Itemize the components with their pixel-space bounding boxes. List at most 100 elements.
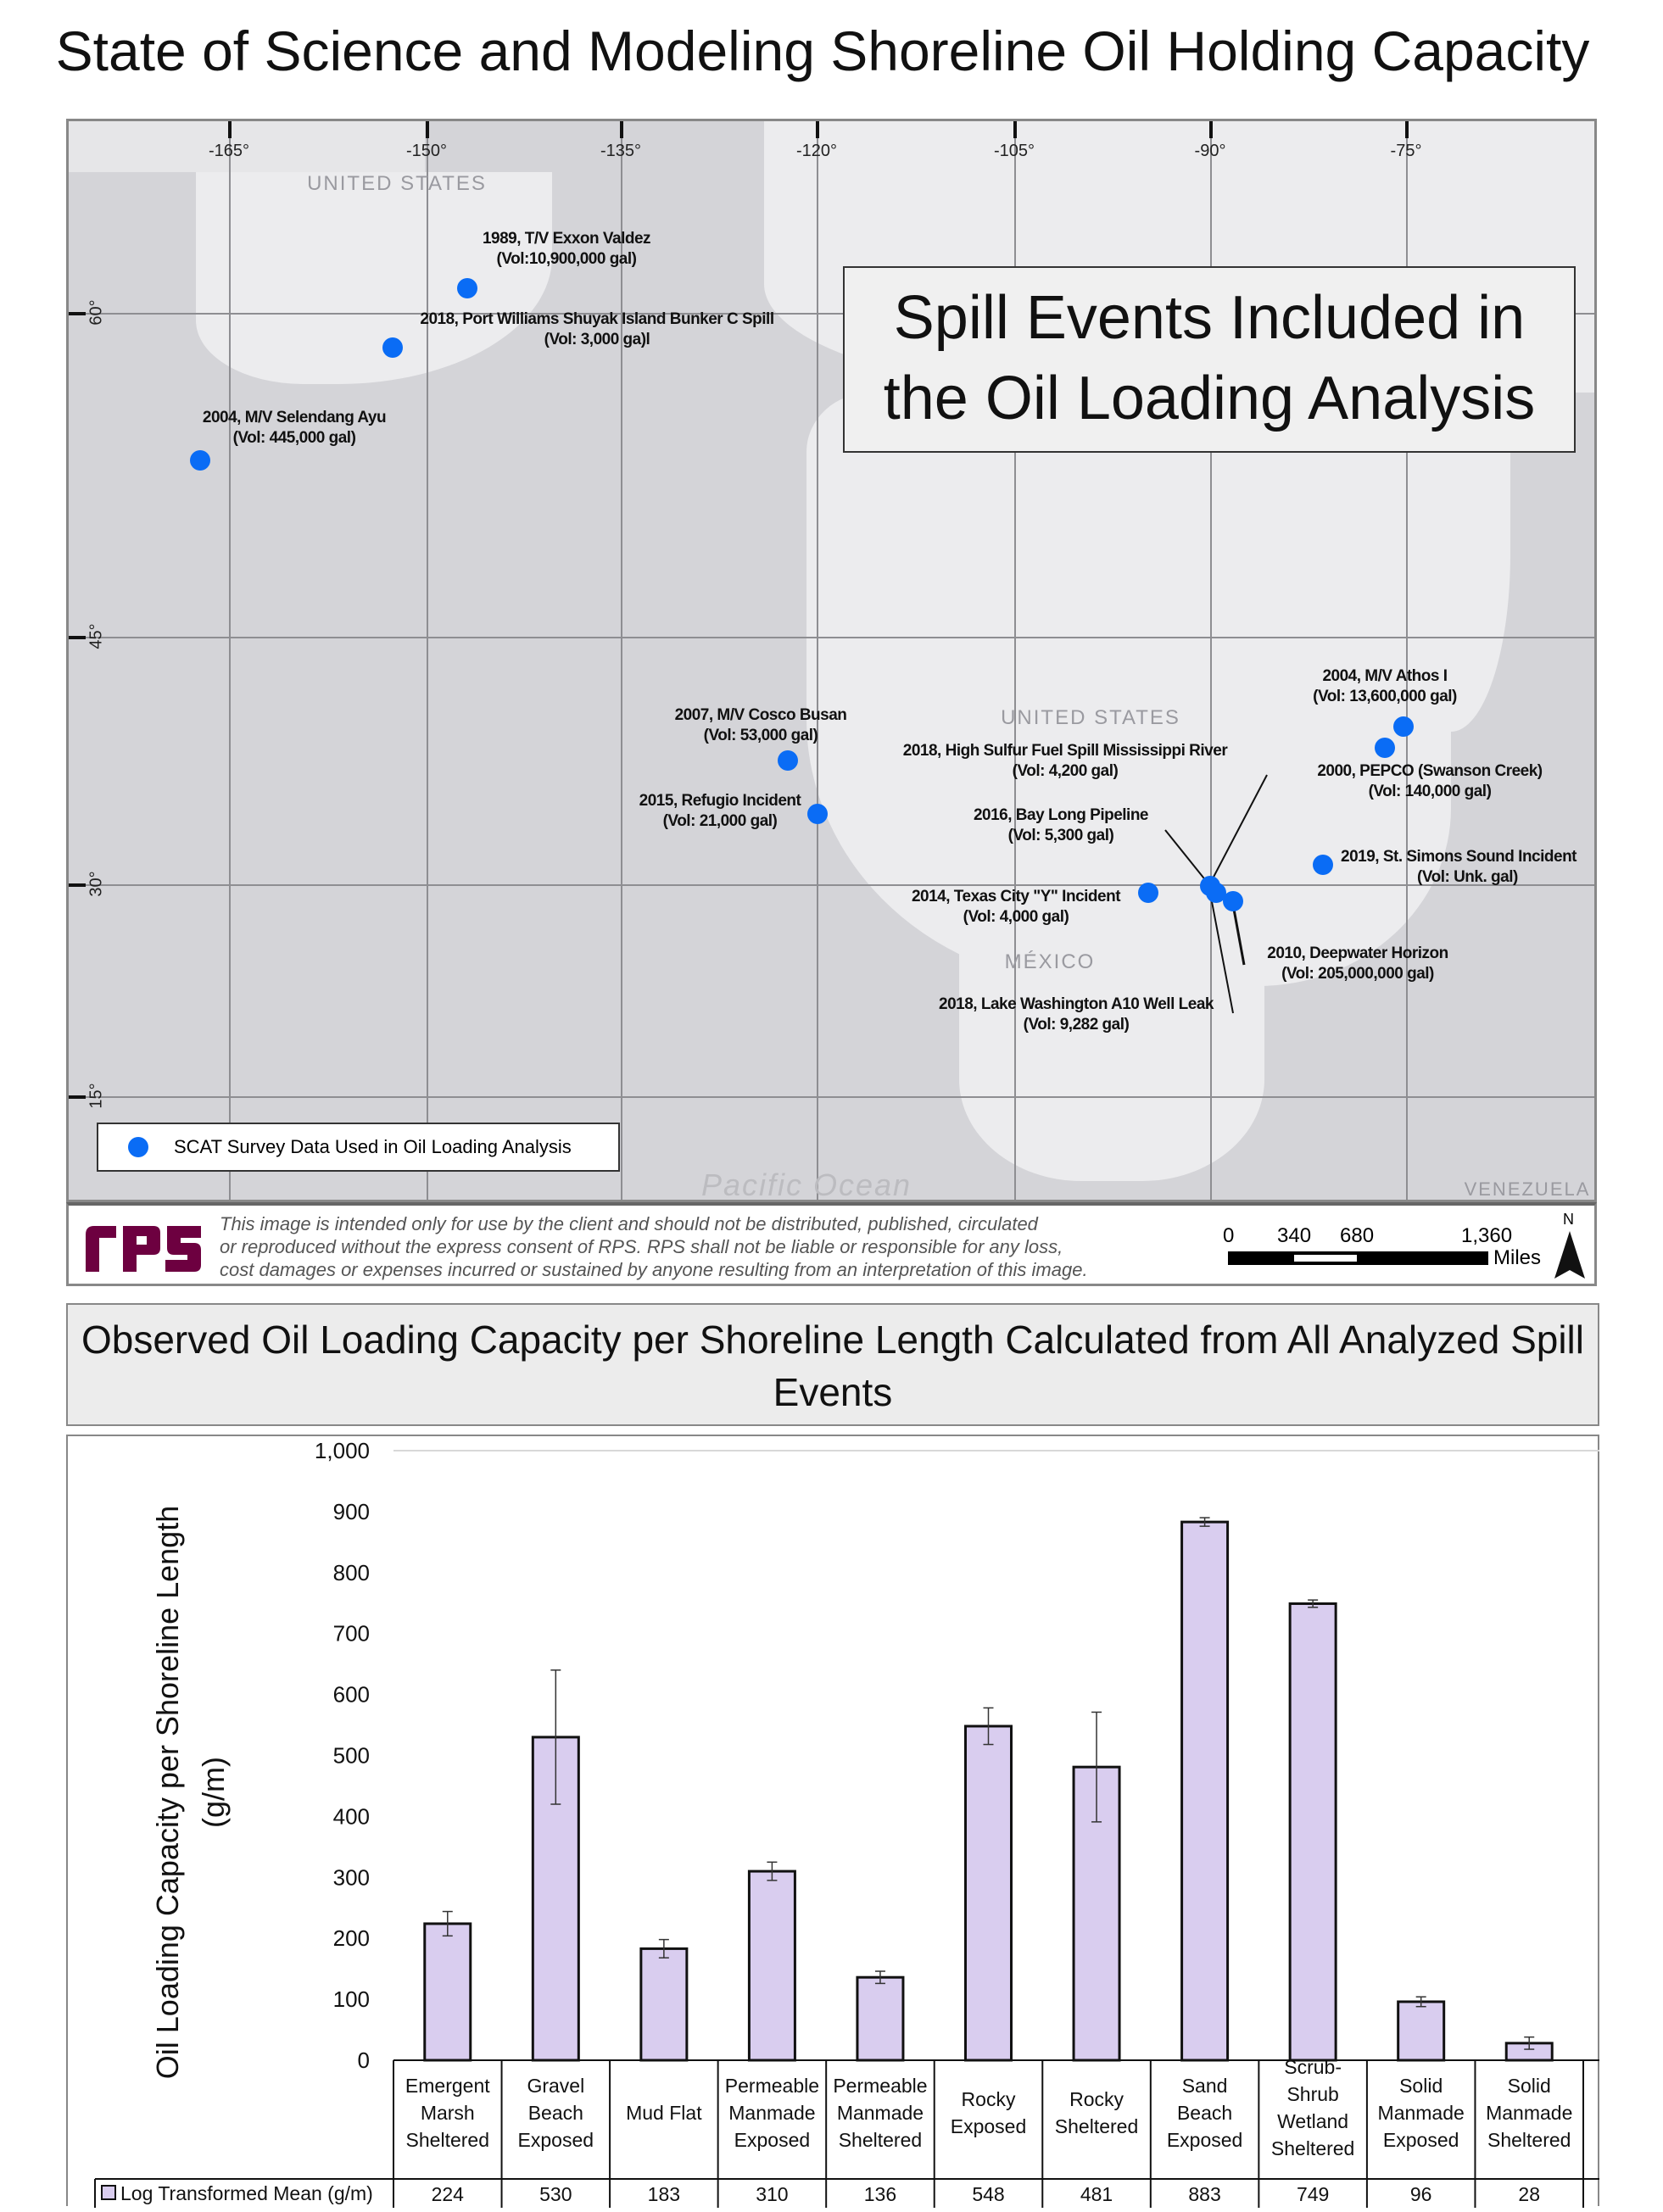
y-tick-label: 800 (333, 1560, 370, 1585)
spill-point[interactable] (778, 750, 798, 771)
value-label: 749 (1297, 2183, 1329, 2205)
category-label: Sheltered (1271, 2137, 1354, 2159)
lon-label: -135° (600, 142, 642, 160)
category-label: Sand (1182, 2075, 1228, 2097)
place-name: Pacific Ocean (700, 1167, 912, 1202)
spill-point[interactable] (1375, 738, 1395, 758)
category-label: Gravel (527, 2075, 584, 2097)
bar (1180, 1520, 1230, 2062)
lon-label: -105° (993, 142, 1035, 160)
spill-point[interactable] (807, 804, 828, 824)
category-label: Sheltered (1055, 2115, 1138, 2137)
category-label: Beach (1177, 2102, 1232, 2124)
map-footer: This image is intended only for use by t… (66, 1202, 1597, 1286)
spill-map: -165° -150° -135° -120° -105° -90° -75° … (66, 119, 1597, 1202)
category-label: Solid (1399, 2075, 1443, 2097)
place-name: VENEZUELA (1464, 1178, 1591, 1200)
value-label: 310 (756, 2183, 788, 2205)
category-label: Solid (1508, 2075, 1551, 2097)
legend-label: Log Transformed Mean (g/m) (120, 2182, 373, 2204)
scale-label: 340 (1277, 1224, 1312, 1247)
scale-label: 0 (1223, 1224, 1235, 1247)
value-label: 883 (1188, 2183, 1220, 2205)
spill-point[interactable] (1393, 716, 1414, 737)
place-name: UNITED STATES (1001, 706, 1180, 729)
scale-label: 1,360 (1461, 1224, 1513, 1247)
land-us (806, 393, 1451, 986)
place-name: MÉXICO (1004, 950, 1096, 973)
lon-label: -90° (1194, 142, 1226, 160)
value-label: 224 (432, 2183, 465, 2205)
spill-point[interactable] (1223, 891, 1243, 911)
bar (747, 1869, 796, 2062)
value-label: 530 (539, 2183, 572, 2205)
category-label: Permeable (725, 2075, 819, 2097)
category-label: Scrub- (1284, 2056, 1342, 2078)
legend-point-icon (128, 1137, 148, 1157)
spill-point[interactable] (457, 278, 477, 298)
value-label: 136 (864, 2183, 896, 2205)
event-label: 2000, PEPCO (Swanson Creek) (Vol: 140,000… (1317, 762, 1543, 800)
category-label: Mud Flat (626, 2102, 702, 2124)
bar (856, 1975, 905, 2062)
category-label: Permeable (833, 2075, 927, 2097)
spill-point[interactable] (1313, 855, 1333, 875)
category-label: Marsh (421, 2102, 475, 2124)
scale-label: 680 (1340, 1224, 1375, 1247)
event-label: 1989, T/V Exxon Valdez (Vol:10,900,000 ga… (482, 230, 651, 268)
value-label: 481 (1080, 2183, 1113, 2205)
y-tick-label: 600 (333, 1682, 370, 1708)
y-tick-label: 900 (333, 1499, 370, 1524)
spill-point[interactable] (190, 450, 210, 471)
legend-swatch (101, 2185, 116, 2200)
rps-logo-icon (86, 1226, 201, 1272)
event-label: 2016, Bay Long Pipeline (Vol: 5,300 gal) (973, 806, 1149, 844)
value-label: 28 (1518, 2183, 1540, 2205)
lon-label: -150° (405, 142, 448, 160)
lon-label: -165° (208, 142, 250, 160)
event-label: 2004, M/V Selendang Ayu (Vol: 445,000 gal… (202, 409, 387, 447)
bar (1397, 2000, 1446, 2062)
scale-bar (1228, 1251, 1488, 1265)
value-label: 96 (1410, 2183, 1432, 2205)
bar (964, 1724, 1013, 2062)
event-label: 2018, Port Williams Shuyak Island Bunker… (420, 310, 774, 348)
category-label: Exposed (1167, 2129, 1243, 2151)
event-label: 2010, Deepwater Horizon (Vol: 205,000,000… (1267, 944, 1448, 983)
spill-point[interactable] (1138, 883, 1158, 903)
value-label: 183 (648, 2183, 680, 2205)
event-label: 2004, M/V Athos I (Vol: 13,600,000 gal) (1313, 667, 1457, 705)
disclaimer: This image is intended only for use by t… (220, 1213, 1088, 1280)
leader-lines (1164, 774, 1268, 1014)
category-label: Manmade (837, 2102, 924, 2124)
north-arrow-icon (1554, 1231, 1585, 1279)
map-legend: SCAT Survey Data Used in Oil Loading Ana… (97, 1123, 620, 1172)
category-label: Exposed (1383, 2129, 1459, 2151)
y-tick-label: 0 (358, 2048, 370, 2073)
y-tick-label: 200 (333, 1925, 370, 1951)
north-label: N (1563, 1211, 1574, 1228)
bar-chart: Oil Loading Capacity per Shoreline Lengt… (66, 1435, 1600, 2208)
y-tick-label: 1,000 (315, 1438, 370, 1463)
chart-svg: Oil Loading Capacity per Shoreline Lengt… (94, 1438, 1600, 2208)
category-label: Shrub (1286, 2083, 1338, 2105)
chart-title: Observed Oil Loading Capacity per Shorel… (66, 1303, 1599, 1426)
legend-label: SCAT Survey Data Used in Oil Loading Ana… (174, 1136, 572, 1157)
y-axis-label: Oil Loading Capacity per Shoreline Lengt… (150, 1506, 231, 2079)
y-tick-label: 400 (333, 1803, 370, 1829)
event-label: 2019, St. Simons Sound Incident (Vol: Unk… (1341, 848, 1577, 886)
spill-point[interactable] (382, 337, 403, 358)
y-tick-label: 100 (333, 1986, 370, 2012)
category-label: Exposed (951, 2115, 1027, 2137)
land-mexico (959, 927, 1264, 1181)
event-label: 2007, M/V Cosco Busan (Vol: 53,000 gal) (674, 706, 847, 744)
category-label: Wetland (1277, 2110, 1348, 2132)
category-label: Sheltered (406, 2129, 489, 2151)
category-label: Exposed (734, 2129, 811, 2151)
bar (1288, 1602, 1337, 2062)
lon-label: -75° (1390, 142, 1422, 160)
category-label: Exposed (518, 2129, 594, 2151)
category-label: Emergent (405, 2075, 490, 2097)
category-label: Rocky (1069, 2088, 1124, 2110)
value-label: 548 (972, 2183, 1004, 2205)
